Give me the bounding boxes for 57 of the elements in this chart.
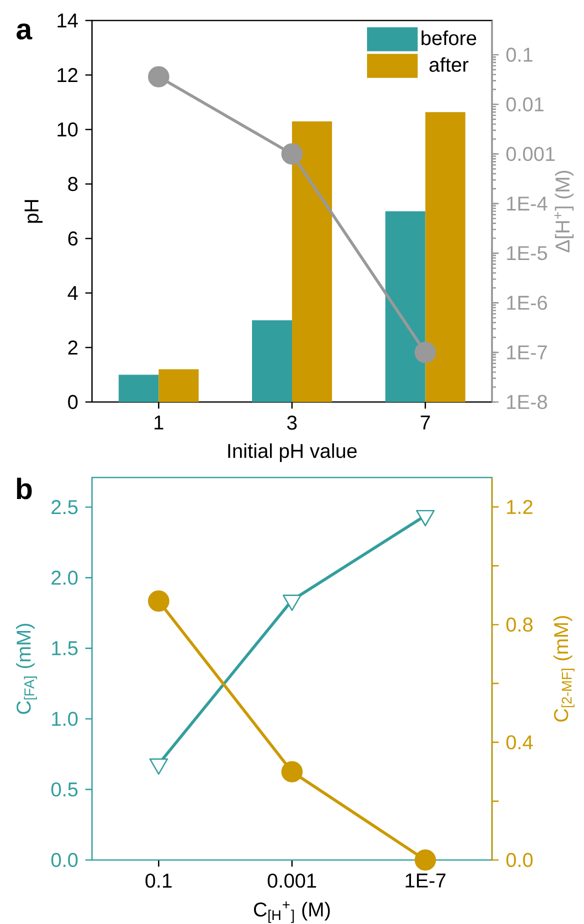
y-axis-title: pH (24, 200, 43, 223)
legend-label: after (430, 57, 468, 72)
bar (385, 211, 426, 402)
y-tick-label: 10 (58, 122, 78, 137)
y-tick-label: 8 (68, 176, 78, 192)
point (414, 849, 436, 871)
text: a (16, 23, 32, 40)
y-tick-label: 12 (58, 68, 78, 82)
y2-tick-label: 0.8 (506, 618, 533, 632)
bar (425, 112, 466, 402)
y2-tick-label: 1E-4 (507, 196, 548, 210)
y2-tick-label: 1E-7 (507, 346, 547, 360)
x-axis-title: C$_{[H}$+$_{]}$ (M) (254, 901, 330, 923)
y2-tick-label: 1E-5 (507, 246, 548, 260)
bar (118, 374, 159, 402)
x-tick-label: 7 (420, 416, 430, 430)
x-axis-title: Initial pH value (228, 443, 357, 462)
y-tick-label: 1.5 (52, 641, 78, 656)
point (416, 510, 435, 526)
y-tick-label: 0.5 (51, 782, 78, 797)
bar (158, 369, 199, 402)
point (149, 758, 168, 775)
y-tick-label: 2.5 (52, 500, 78, 514)
bar (252, 320, 292, 402)
x-tick-label: 0.001 (268, 874, 316, 888)
x-tick-label: 0.1 (146, 874, 172, 888)
bar (292, 121, 332, 402)
point (281, 761, 303, 782)
y2-axis-title: Δ[H$^{+}$] (M) (554, 170, 574, 252)
y2-tick-label: 1.2 (507, 500, 532, 514)
y2-tick-label: 0.0 (506, 852, 533, 868)
x-tick-label: 1E-7 (406, 874, 446, 888)
y2-tick-label: 1E-6 (507, 296, 547, 310)
x-tick-label: 1 (154, 416, 164, 430)
y2-axis-title: C$_{[2-MF]}$ (mM) (554, 616, 574, 722)
y-tick-label: 2 (68, 340, 78, 354)
point (281, 143, 303, 165)
y2-tick-label: 0.4 (506, 735, 533, 750)
y2-tick-label: 0.01 (506, 97, 544, 112)
y-tick-label: 14 (58, 14, 78, 28)
y-axis-title: C$_{[FA]}$ (mM) (16, 624, 37, 714)
point (282, 594, 302, 611)
point (148, 590, 170, 612)
y-tick-label: 0.0 (51, 852, 78, 868)
y2-tick-label: 0.001 (506, 146, 555, 162)
point (148, 66, 170, 88)
y-tick-label: 0 (68, 394, 78, 410)
y2-tick-label: 1E-8 (507, 394, 547, 410)
text: b (16, 478, 32, 500)
y-tick-label: 1.0 (52, 712, 78, 726)
y2-tick-label: 0.1 (506, 48, 532, 62)
y-tick-label: 2.0 (52, 570, 78, 585)
y-tick-label: 4 (68, 286, 78, 300)
y-tick-label: 6 (68, 231, 78, 246)
x-tick-label: 3 (287, 416, 297, 430)
point (414, 342, 436, 364)
legend-label: before (422, 30, 476, 46)
